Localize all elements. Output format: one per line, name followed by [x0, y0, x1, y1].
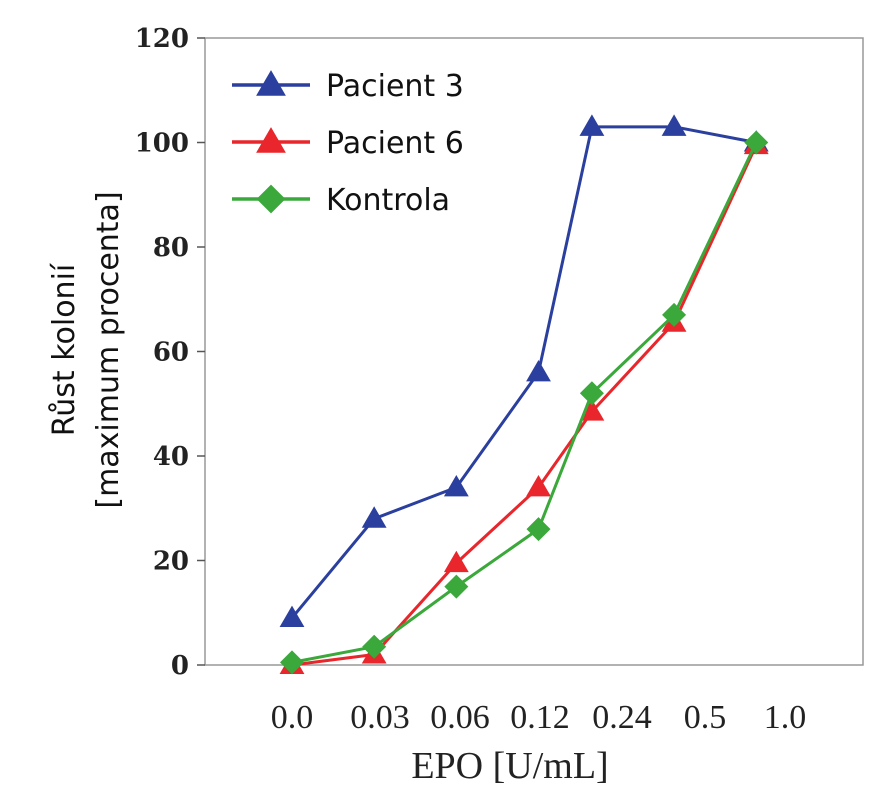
point-marker	[361, 506, 387, 528]
y-tick-label: 40	[153, 442, 189, 472]
point-marker	[280, 650, 304, 675]
y-axis-label-line1: Růst kolonií	[47, 262, 82, 436]
y-tick-label: 0	[171, 651, 189, 681]
series-line	[291, 144, 758, 667]
y-tick-label: 80	[153, 233, 189, 263]
x-tick-label: 0.5	[684, 699, 727, 736]
point-marker	[661, 114, 687, 136]
point-marker	[526, 474, 551, 497]
point-marker	[256, 184, 286, 214]
x-axis-ticks: 0.0 0.03 0.06 0.12 0.24 0.5 1.0	[271, 699, 807, 736]
y-axis-ticks: 0 20 40 60 80 100 120	[135, 24, 205, 681]
point-marker	[526, 360, 551, 382]
x-tick-label: 1.0	[764, 699, 807, 736]
x-tick-label: 0.06	[430, 699, 490, 736]
point-marker	[744, 130, 769, 155]
point-marker	[579, 381, 604, 406]
point-marker	[256, 127, 286, 153]
y-tick-label: 120	[135, 24, 189, 54]
x-tick-label: 0.12	[510, 699, 570, 736]
legend-label: Pacient 3	[326, 69, 464, 104]
point-marker	[526, 517, 551, 542]
plot-frame	[204, 37, 864, 666]
legend-item: Pacient 6	[232, 126, 464, 161]
series-kontrola	[280, 130, 769, 675]
legend-label: Kontrola	[326, 183, 450, 218]
point-marker	[362, 634, 387, 659]
y-tick-label: 60	[153, 338, 189, 368]
x-axis-label: EPO [U/mL]	[411, 745, 608, 787]
point-marker	[579, 399, 605, 421]
point-marker	[444, 574, 469, 599]
legend-label: Pacient 6	[326, 126, 464, 161]
point-marker	[443, 550, 469, 573]
legend-item: Pacient 3	[232, 69, 464, 104]
series-line	[291, 141, 758, 664]
legend-item: Kontrola	[232, 183, 450, 218]
y-tick-label: 20	[153, 547, 189, 577]
point-marker	[662, 302, 687, 327]
series-group	[279, 114, 769, 675]
point-marker	[579, 114, 605, 136]
point-marker	[279, 605, 305, 627]
y-tick-label: 100	[135, 129, 189, 159]
x-tick-label: 0.0	[271, 699, 314, 736]
y-axis-label: Růst kolonií [maximum procenta]	[47, 191, 126, 508]
point-marker	[256, 70, 286, 96]
x-tick-label: 0.24	[592, 699, 652, 736]
legend: Pacient 3 Pacient 6 Kontrola	[232, 69, 464, 218]
x-tick-label: 0.03	[350, 699, 410, 736]
point-marker	[443, 474, 469, 497]
series-pacient-3	[279, 114, 769, 627]
y-axis-label-line2: [maximum procenta]	[91, 191, 126, 508]
